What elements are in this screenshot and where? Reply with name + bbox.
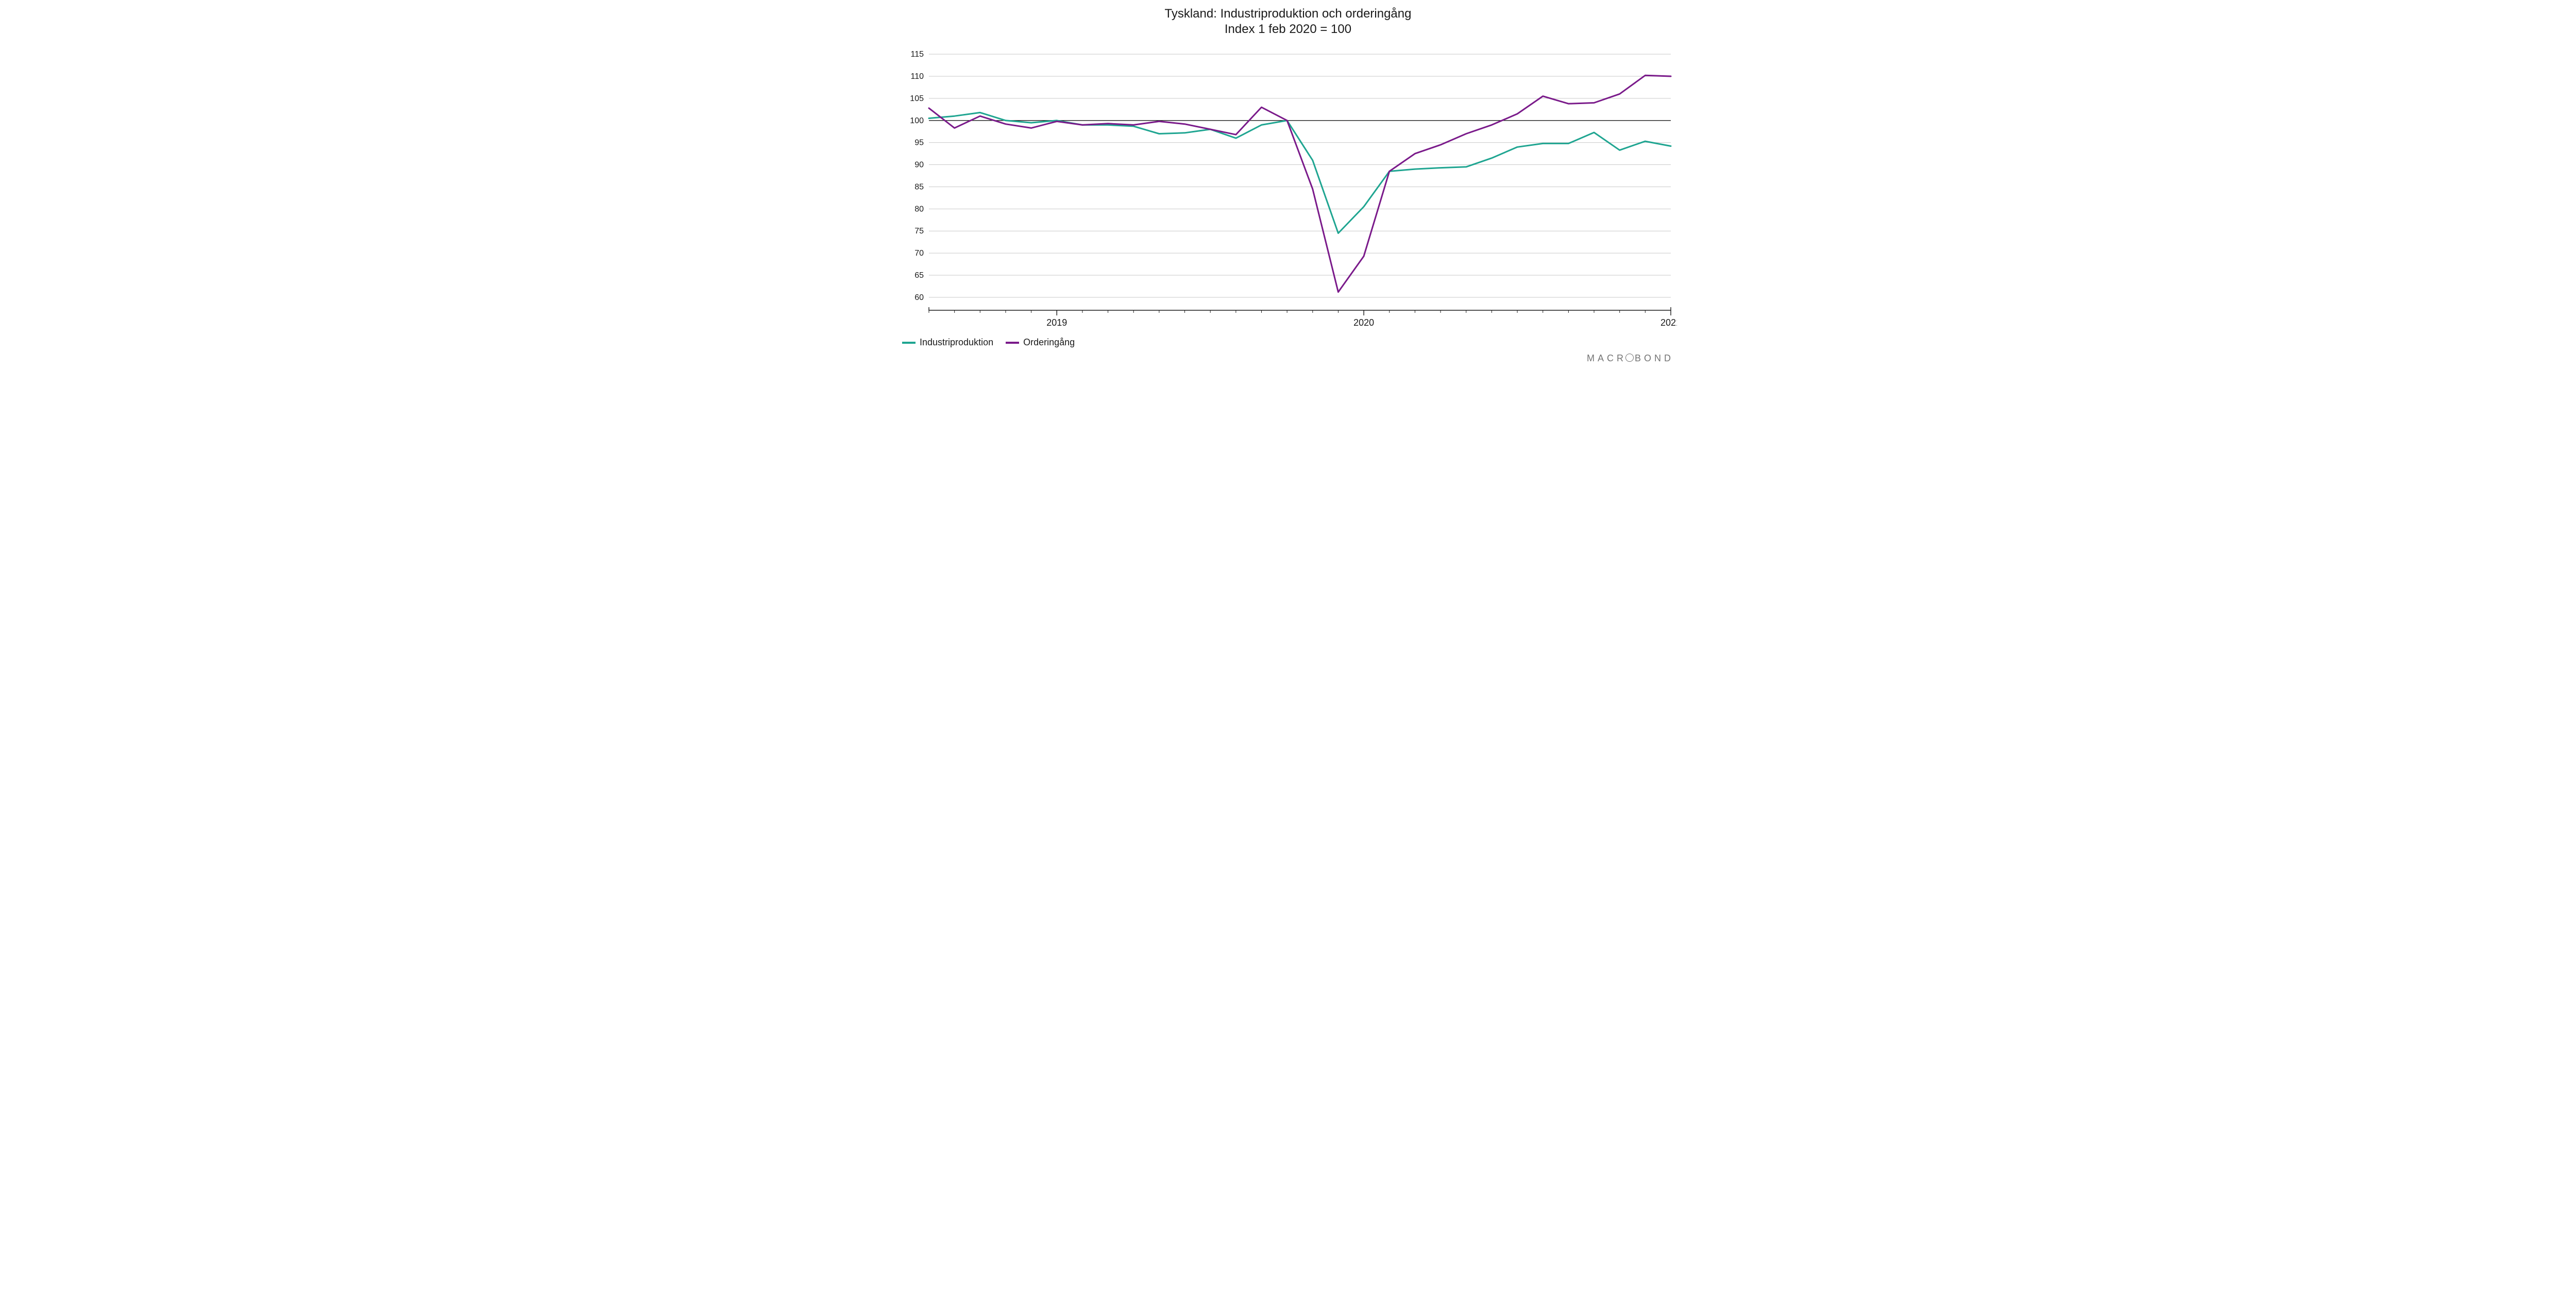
svg-text:65: 65 <box>914 271 924 280</box>
svg-text:105: 105 <box>910 94 924 103</box>
svg-text:70: 70 <box>914 249 924 258</box>
legend-item-industriproduktion: Industriproduktion <box>902 337 993 348</box>
chart-title-line2: Index 1 feb 2020 = 100 <box>899 22 1677 37</box>
legend-label-industriproduktion: Industriproduktion <box>920 337 993 348</box>
brand-o-icon <box>1625 354 1634 362</box>
svg-text:85: 85 <box>914 182 924 191</box>
chart-container: Tyskland: Industriproduktion och orderin… <box>894 0 1682 367</box>
svg-text:75: 75 <box>914 227 924 236</box>
chart-title-block: Tyskland: Industriproduktion och orderin… <box>899 6 1677 37</box>
svg-text:100: 100 <box>910 116 924 125</box>
legend-swatch-industriproduktion <box>902 342 916 344</box>
svg-text:2020: 2020 <box>1353 317 1374 328</box>
svg-text:90: 90 <box>914 161 924 170</box>
svg-text:2019: 2019 <box>1046 317 1067 328</box>
legend: Industriproduktion Orderingång <box>902 337 1677 348</box>
legend-label-orderingang: Orderingång <box>1023 337 1075 348</box>
brand-logo: MACRBOND <box>899 353 1677 364</box>
svg-text:95: 95 <box>914 139 924 147</box>
svg-text:115: 115 <box>910 50 924 59</box>
svg-text:80: 80 <box>914 205 924 213</box>
legend-swatch-orderingang <box>1006 342 1019 344</box>
svg-text:60: 60 <box>914 293 924 302</box>
legend-item-orderingang: Orderingång <box>1006 337 1075 348</box>
svg-text:2021: 2021 <box>1660 317 1677 328</box>
chart-title-line1: Tyskland: Industriproduktion och orderin… <box>899 6 1677 22</box>
svg-text:110: 110 <box>910 72 924 81</box>
line-chart: 60 65 70 75 80 85 90 95 100 105 110 115 2019 2020 2021 <box>899 41 1677 330</box>
